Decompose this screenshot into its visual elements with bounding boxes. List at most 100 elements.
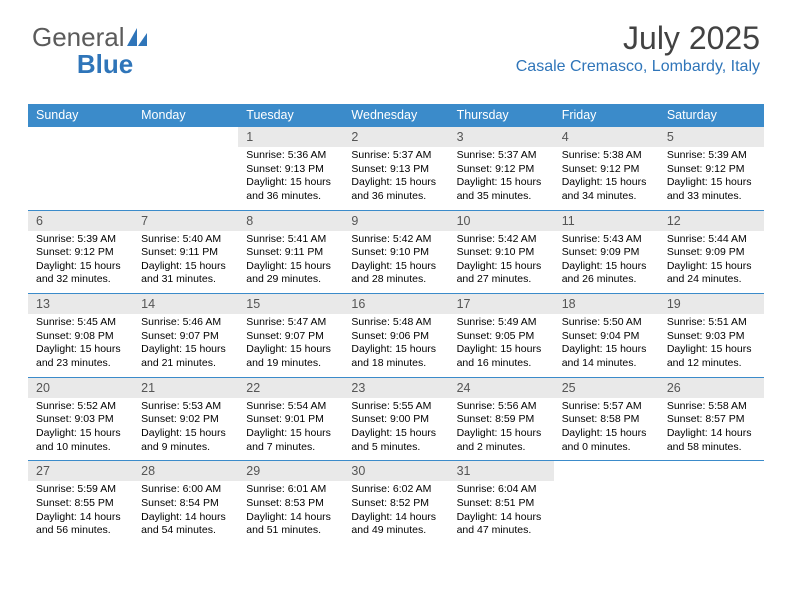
- weekday-header: Sunday: [28, 104, 133, 127]
- sunrise-line: Sunrise: 5:41 AM: [246, 233, 337, 247]
- day-details: Sunrise: 5:55 AMSunset: 9:00 PMDaylight:…: [343, 398, 448, 461]
- sunset-line: Sunset: 8:57 PM: [667, 413, 758, 427]
- day-details: Sunrise: 5:41 AMSunset: 9:11 PMDaylight:…: [238, 231, 343, 294]
- weekday-header: Tuesday: [238, 104, 343, 127]
- sunset-line: Sunset: 9:10 PM: [351, 246, 442, 260]
- page-title: July 2025: [516, 22, 760, 56]
- sunset-line: Sunset: 9:08 PM: [36, 330, 127, 344]
- calendar-week-row: 6Sunrise: 5:39 AMSunset: 9:12 PMDaylight…: [28, 210, 764, 294]
- daylight-line: Daylight: 14 hours: [36, 511, 127, 525]
- calendar-cell: [133, 127, 238, 210]
- daylight-line: Daylight: 15 hours: [562, 260, 653, 274]
- sunset-line: Sunset: 9:09 PM: [562, 246, 653, 260]
- calendar-cell: 6Sunrise: 5:39 AMSunset: 9:12 PMDaylight…: [28, 210, 133, 294]
- day-details: Sunrise: 5:36 AMSunset: 9:13 PMDaylight:…: [238, 147, 343, 210]
- day-details: Sunrise: 5:48 AMSunset: 9:06 PMDaylight:…: [343, 314, 448, 377]
- day-number: 16: [343, 294, 448, 314]
- sunrise-line: Sunrise: 5:36 AM: [246, 149, 337, 163]
- calendar-cell: [659, 461, 764, 544]
- calendar-cell: 1Sunrise: 5:36 AMSunset: 9:13 PMDaylight…: [238, 127, 343, 210]
- day-number: 29: [238, 461, 343, 481]
- day-number: 1: [238, 127, 343, 147]
- sunset-line: Sunset: 9:12 PM: [562, 163, 653, 177]
- day-number: 9: [343, 211, 448, 231]
- day-details: Sunrise: 5:47 AMSunset: 9:07 PMDaylight:…: [238, 314, 343, 377]
- calendar-cell: 23Sunrise: 5:55 AMSunset: 9:00 PMDayligh…: [343, 377, 448, 461]
- day-details: Sunrise: 5:54 AMSunset: 9:01 PMDaylight:…: [238, 398, 343, 461]
- sunset-line: Sunset: 9:10 PM: [457, 246, 548, 260]
- daylight-line: and 34 minutes.: [562, 190, 653, 204]
- day-details: Sunrise: 6:00 AMSunset: 8:54 PMDaylight:…: [133, 481, 238, 544]
- sunrise-line: Sunrise: 5:52 AM: [36, 400, 127, 414]
- calendar-cell: 3Sunrise: 5:37 AMSunset: 9:12 PMDaylight…: [449, 127, 554, 210]
- calendar-cell: 7Sunrise: 5:40 AMSunset: 9:11 PMDaylight…: [133, 210, 238, 294]
- sunrise-line: Sunrise: 5:51 AM: [667, 316, 758, 330]
- daylight-line: and 36 minutes.: [351, 190, 442, 204]
- daylight-line: and 21 minutes.: [141, 357, 232, 371]
- sunset-line: Sunset: 9:05 PM: [457, 330, 548, 344]
- sunset-line: Sunset: 9:04 PM: [562, 330, 653, 344]
- calendar-cell: 14Sunrise: 5:46 AMSunset: 9:07 PMDayligh…: [133, 294, 238, 378]
- daylight-line: Daylight: 15 hours: [457, 427, 548, 441]
- sunset-line: Sunset: 9:01 PM: [246, 413, 337, 427]
- day-details: Sunrise: 5:52 AMSunset: 9:03 PMDaylight:…: [28, 398, 133, 461]
- calendar-week-row: 13Sunrise: 5:45 AMSunset: 9:08 PMDayligh…: [28, 294, 764, 378]
- sunrise-line: Sunrise: 5:37 AM: [351, 149, 442, 163]
- day-number: 13: [28, 294, 133, 314]
- calendar-header-row: SundayMondayTuesdayWednesdayThursdayFrid…: [28, 104, 764, 127]
- sunrise-line: Sunrise: 5:56 AM: [457, 400, 548, 414]
- day-number: 28: [133, 461, 238, 481]
- daylight-line: and 56 minutes.: [36, 524, 127, 538]
- daylight-line: Daylight: 15 hours: [246, 176, 337, 190]
- sunrise-line: Sunrise: 6:04 AM: [457, 483, 548, 497]
- day-number: 11: [554, 211, 659, 231]
- daylight-line: Daylight: 15 hours: [667, 343, 758, 357]
- day-details: Sunrise: 5:42 AMSunset: 9:10 PMDaylight:…: [343, 231, 448, 294]
- daylight-line: and 49 minutes.: [351, 524, 442, 538]
- daylight-line: Daylight: 15 hours: [562, 427, 653, 441]
- day-number: 2: [343, 127, 448, 147]
- day-details: Sunrise: 5:43 AMSunset: 9:09 PMDaylight:…: [554, 231, 659, 294]
- day-details: Sunrise: 5:44 AMSunset: 9:09 PMDaylight:…: [659, 231, 764, 294]
- sunrise-line: Sunrise: 5:39 AM: [667, 149, 758, 163]
- calendar-cell: 13Sunrise: 5:45 AMSunset: 9:08 PMDayligh…: [28, 294, 133, 378]
- sunrise-line: Sunrise: 6:00 AM: [141, 483, 232, 497]
- day-number: 25: [554, 378, 659, 398]
- calendar-cell: 12Sunrise: 5:44 AMSunset: 9:09 PMDayligh…: [659, 210, 764, 294]
- day-number: 4: [554, 127, 659, 147]
- sunset-line: Sunset: 9:03 PM: [36, 413, 127, 427]
- daylight-line: and 36 minutes.: [246, 190, 337, 204]
- daylight-line: and 9 minutes.: [141, 441, 232, 455]
- daylight-line: Daylight: 15 hours: [667, 176, 758, 190]
- daylight-line: Daylight: 14 hours: [246, 511, 337, 525]
- daylight-line: and 27 minutes.: [457, 273, 548, 287]
- sunset-line: Sunset: 8:54 PM: [141, 497, 232, 511]
- calendar-week-row: 27Sunrise: 5:59 AMSunset: 8:55 PMDayligh…: [28, 461, 764, 544]
- sunset-line: Sunset: 9:12 PM: [667, 163, 758, 177]
- calendar-cell: 15Sunrise: 5:47 AMSunset: 9:07 PMDayligh…: [238, 294, 343, 378]
- sunrise-line: Sunrise: 5:55 AM: [351, 400, 442, 414]
- day-details: Sunrise: 5:53 AMSunset: 9:02 PMDaylight:…: [133, 398, 238, 461]
- daylight-line: and 7 minutes.: [246, 441, 337, 455]
- day-number: 8: [238, 211, 343, 231]
- calendar-cell: [28, 127, 133, 210]
- sunset-line: Sunset: 9:12 PM: [36, 246, 127, 260]
- sunrise-line: Sunrise: 5:58 AM: [667, 400, 758, 414]
- daylight-line: and 58 minutes.: [667, 441, 758, 455]
- daylight-line: Daylight: 15 hours: [562, 343, 653, 357]
- calendar-cell: 27Sunrise: 5:59 AMSunset: 8:55 PMDayligh…: [28, 461, 133, 544]
- day-number: 26: [659, 378, 764, 398]
- day-number: 19: [659, 294, 764, 314]
- daylight-line: and 24 minutes.: [667, 273, 758, 287]
- day-details: Sunrise: 5:39 AMSunset: 9:12 PMDaylight:…: [659, 147, 764, 210]
- day-details: Sunrise: 6:02 AMSunset: 8:52 PMDaylight:…: [343, 481, 448, 544]
- sunset-line: Sunset: 8:51 PM: [457, 497, 548, 511]
- calendar-week-row: 1Sunrise: 5:36 AMSunset: 9:13 PMDaylight…: [28, 127, 764, 210]
- calendar-cell: 25Sunrise: 5:57 AMSunset: 8:58 PMDayligh…: [554, 377, 659, 461]
- day-details: Sunrise: 5:56 AMSunset: 8:59 PMDaylight:…: [449, 398, 554, 461]
- calendar: SundayMondayTuesdayWednesdayThursdayFrid…: [28, 104, 764, 544]
- sunrise-line: Sunrise: 5:49 AM: [457, 316, 548, 330]
- day-number: 14: [133, 294, 238, 314]
- sunrise-line: Sunrise: 5:42 AM: [457, 233, 548, 247]
- daylight-line: and 10 minutes.: [36, 441, 127, 455]
